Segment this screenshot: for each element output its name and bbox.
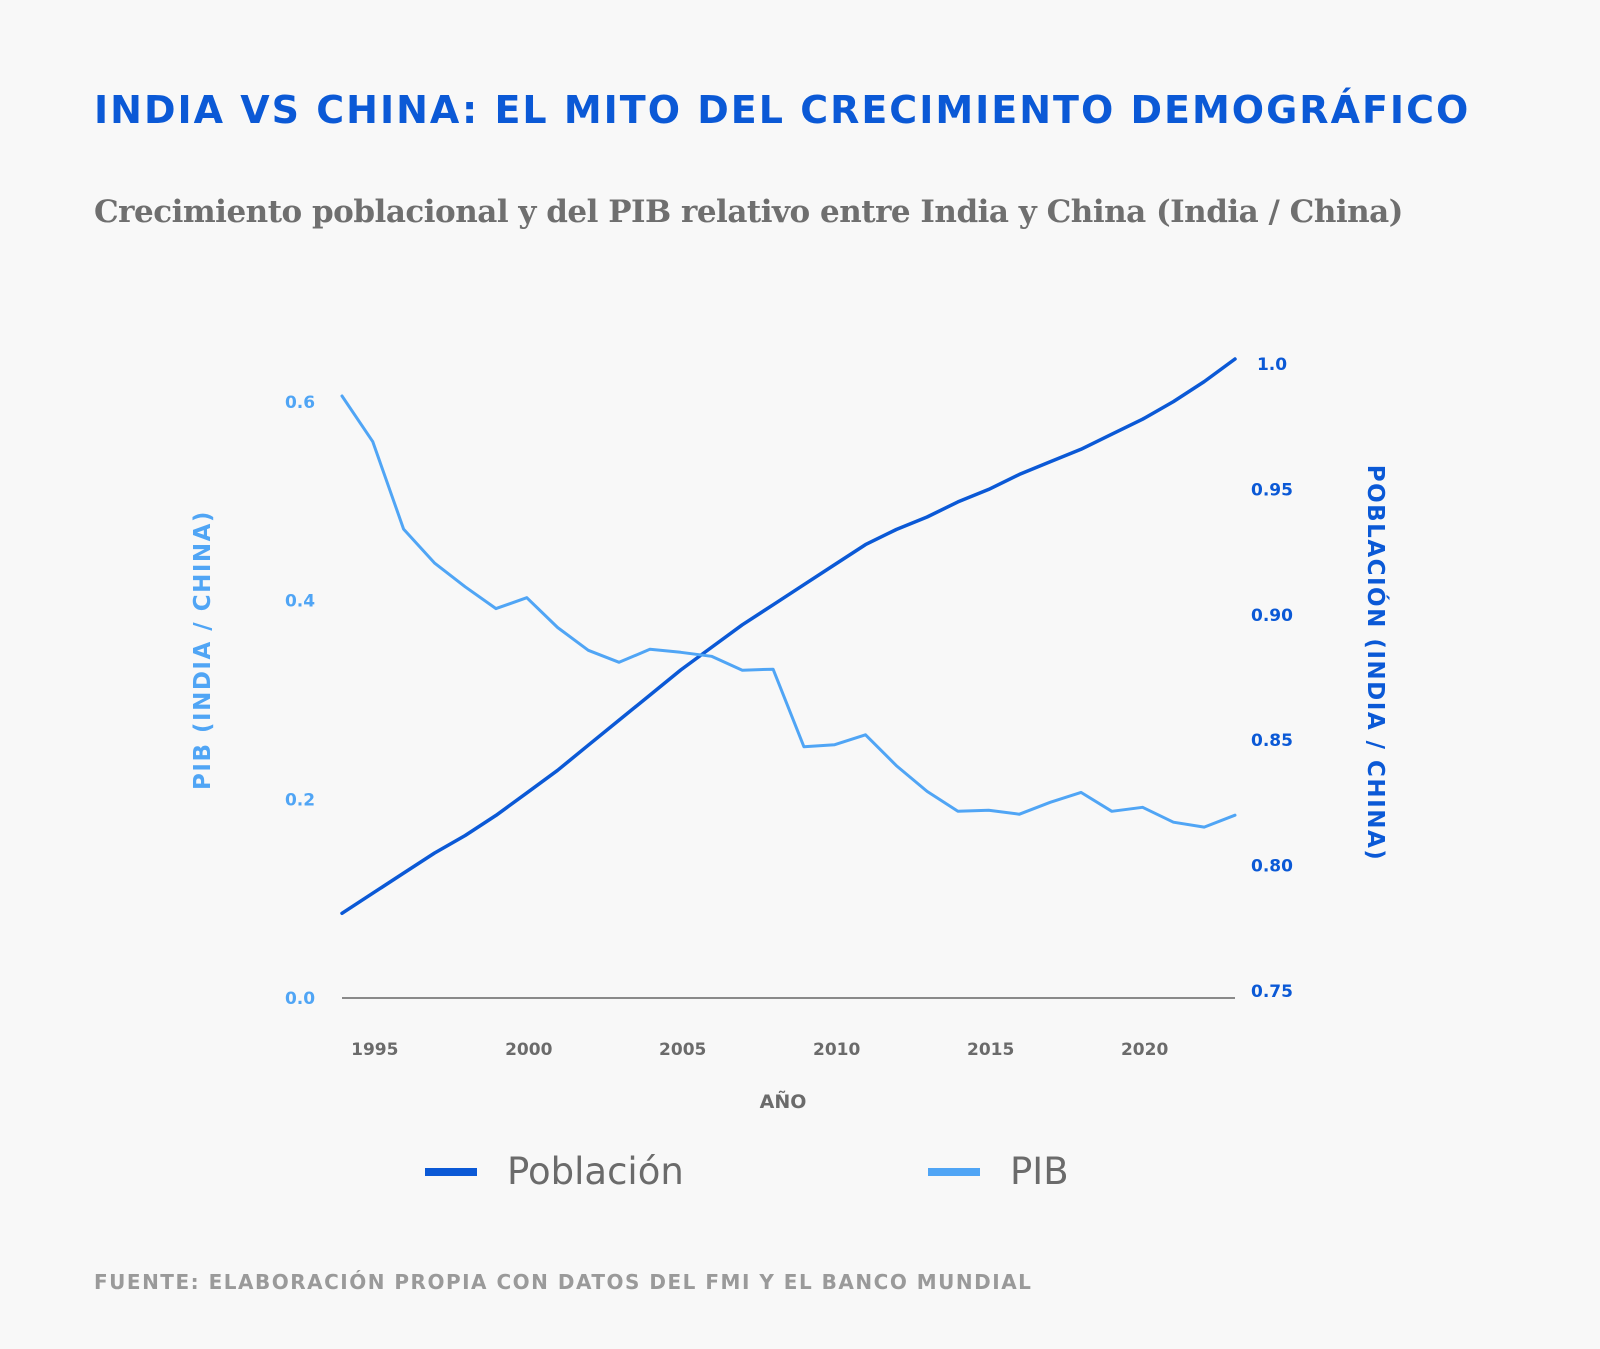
y-left-tick-label: 0.4: [285, 592, 315, 612]
chart-subtitle: Crecimiento poblacional y del PIB relati…: [94, 194, 1403, 230]
y-left-tick-label: 0.2: [285, 790, 315, 810]
legend-item-poblacion: Población: [425, 1150, 684, 1193]
legend-swatch-poblacion: [425, 1167, 477, 1176]
y-left-tick-label: 0.0: [285, 989, 315, 1009]
series-line-poblacion: [340, 357, 1237, 916]
legend-item-pib: PIB: [928, 1150, 1069, 1193]
chart-title: INDIA VS CHINA: EL MITO DEL CRECIMIENTO …: [94, 88, 1471, 132]
legend-swatch-pib: [928, 1167, 980, 1176]
x-axis-title: AÑO: [760, 1089, 807, 1113]
y-left-axis-title: PIB (INDIA / CHINA): [190, 510, 216, 790]
x-tick-label: 1995: [351, 1040, 398, 1060]
x-tick-label: 2010: [813, 1040, 860, 1060]
y-right-axis-title: POBLACIÓN (INDIA / CHINA): [1362, 465, 1390, 862]
y-left-tick-label: 0.6: [285, 393, 315, 413]
y-right-tick-label: 0.95: [1251, 480, 1293, 500]
x-tick-label: 2020: [1121, 1040, 1168, 1060]
y-right-tick-label: 0.75: [1251, 982, 1293, 1002]
legend-label-poblacion: Población: [507, 1150, 684, 1193]
y-right-tick-label: 1.0: [1257, 355, 1287, 375]
source-note: FUENTE: ELABORACIÓN PROPIA CON DATOS DEL…: [94, 1270, 1033, 1294]
x-tick-label: 2015: [967, 1040, 1014, 1060]
legend-label-pib: PIB: [1010, 1150, 1069, 1193]
x-tick-label: 2000: [505, 1040, 552, 1060]
y-right-tick-label: 0.80: [1251, 857, 1293, 877]
x-tick-label: 2005: [659, 1040, 706, 1060]
y-right-tick-label: 0.85: [1251, 731, 1293, 751]
y-right-tick-label: 0.90: [1251, 606, 1293, 626]
series-line-pib: [340, 394, 1237, 829]
